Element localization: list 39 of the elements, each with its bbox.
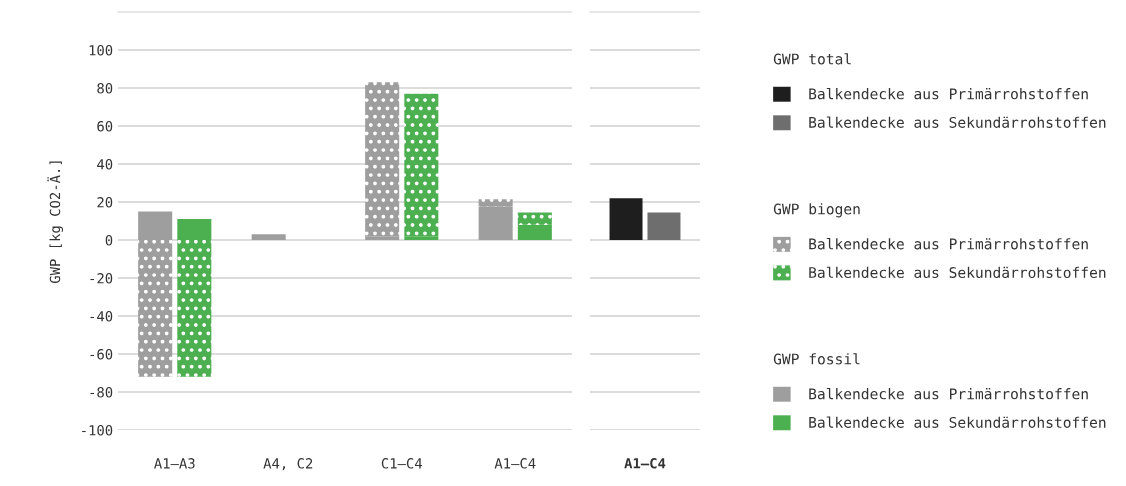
- text: GWP fossil: [773, 353, 860, 365]
- legend-label: Balkendecke aus Primärrohstoffen: [809, 88, 1088, 100]
- y-tick-label: -40: [90, 311, 113, 322]
- text: GWP biogen: [773, 203, 860, 218]
- y-tick-label: 20: [97, 197, 113, 208]
- bar: [177, 219, 212, 240]
- bar: [404, 93, 439, 237]
- bar: [517, 212, 552, 225]
- x-tick-label: C1–C4: [381, 458, 422, 469]
- y-tick-label: -20: [90, 273, 113, 284]
- y-tick-label: -100: [82, 425, 113, 436]
- y-tick-label: 100: [89, 45, 113, 56]
- bar: [251, 234, 286, 240]
- bar: [138, 211, 173, 240]
- bar: [365, 82, 400, 237]
- y-tick-label: -60: [90, 349, 113, 360]
- bar: [478, 206, 513, 240]
- legend-label: Balkendecke aus Primärrohstoffen: [809, 238, 1088, 250]
- y-tick-label: -80: [90, 387, 113, 398]
- y-tick-label: 60: [97, 121, 113, 132]
- legend-label: Balkendecke aus Primärrohstoffen: [809, 388, 1088, 400]
- bar: [177, 240, 212, 377]
- legend-label: Balkendecke aus Sekundärrohstoffen: [809, 266, 1106, 279]
- x-tick-label: A1–C4: [494, 458, 536, 469]
- x-tick-label: A4, C2: [263, 458, 313, 471]
- bar: [517, 224, 552, 240]
- y-axis-title: GWP [kg CO2-Ä.]: [47, 161, 64, 284]
- bar: [365, 236, 400, 240]
- x-tick-label: A1–C4: [624, 458, 666, 469]
- y-tick-label: 80: [97, 83, 113, 94]
- legend-label: Balkendecke aus Sekundärrohstoffen: [809, 416, 1106, 428]
- bar: [138, 240, 173, 377]
- y-tick-label: 0: [105, 235, 113, 246]
- bar: [478, 199, 513, 207]
- y-tick-label: 40: [97, 159, 113, 170]
- bar: [404, 236, 439, 240]
- x-tick-label: A1–A3: [154, 458, 195, 469]
- legend-title: GWP total: [773, 53, 851, 65]
- legend-label: Balkendecke aus Sekundärrohstoffen: [809, 116, 1106, 128]
